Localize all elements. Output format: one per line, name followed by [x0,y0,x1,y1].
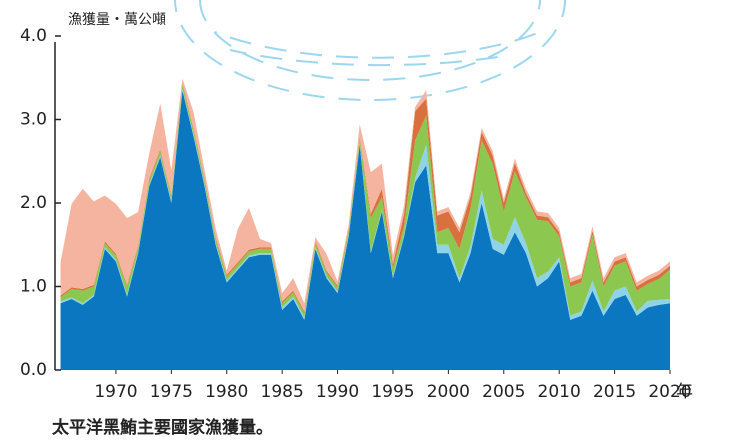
area [61,90,670,370]
y-tick-label: 2.0 [20,193,47,213]
y-axis-label: 漁獲量・萬公噸 [68,12,166,28]
y-tick-label: 1.0 [20,277,47,297]
y-tick-label: 0.0 [20,360,47,380]
y-tick-label: 4.0 [20,26,47,46]
chart: 漁獲量・萬公噸 年 太平洋黑鮪主要國家漁獲量。 0.01.02.03.04.01… [0,0,746,442]
x-tick-label: 2020 [648,382,691,402]
x-tick-label: 2010 [538,382,581,402]
x-tick-label: 1975 [150,382,193,402]
caption: 太平洋黑鮪主要國家漁獲量。 [52,417,273,438]
x-tick-label: 1980 [205,382,248,402]
x-tick-label: 2000 [427,382,470,402]
x-tick-label: 1990 [316,382,359,402]
x-tick-label: 2015 [593,382,636,402]
x-tick-label: 1985 [261,382,304,402]
y-tick-label: 3.0 [20,110,47,130]
decoration-arcs [175,0,565,100]
x-tick-label: 1995 [371,382,414,402]
x-tick-label: 1970 [94,382,137,402]
x-tick-label: 2005 [482,382,525,402]
